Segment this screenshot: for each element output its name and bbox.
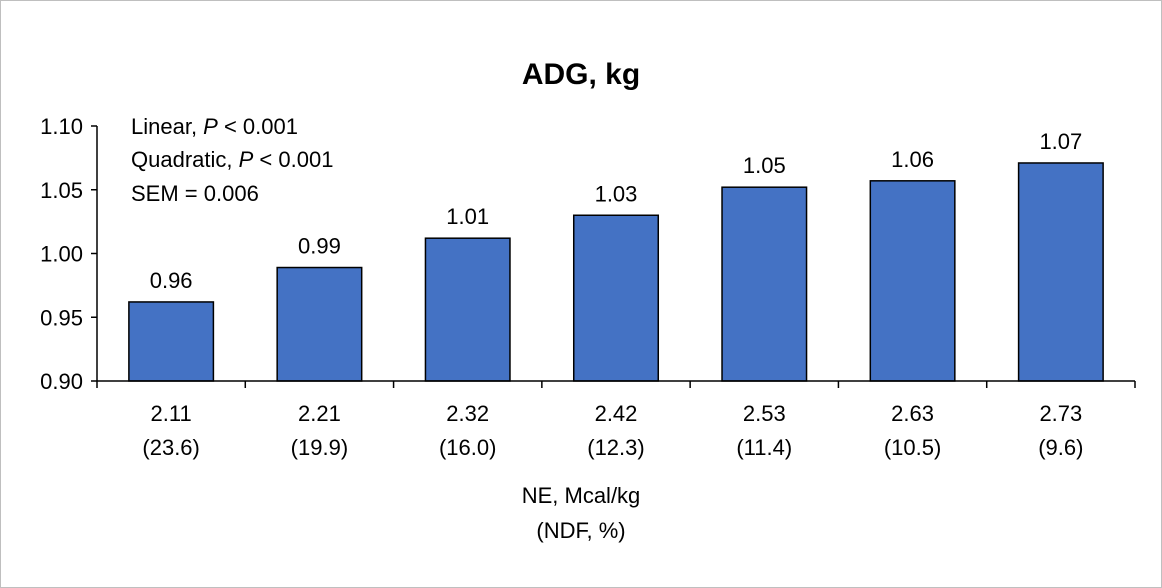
bars: 0.96 0.99 1.01 1.03 1.05 1.06 1.07 — [128, 129, 1104, 382]
x-axis: 2.11 (23.6) 2.21 (19.9) 2.32 (16.0) 2.42 (12.3)… — [96, 380, 1136, 460]
x-tick-label: 2.11 — [151, 401, 192, 426]
x-tick-sublabel: (16.0) — [439, 435, 496, 460]
data-label: 1.06 — [891, 147, 934, 172]
x-tick-sublabel: (11.4) — [736, 435, 792, 460]
x-tick-label: 2.42 — [595, 401, 638, 426]
chart-title: ADG, kg — [522, 58, 640, 91]
bar — [572, 214, 660, 382]
y-axis: 0.90 0.95 1.00 1.05 1.10 — [40, 114, 98, 394]
stats-annotation: Linear, P < 0.001 Quadratic, P < 0.001 S… — [131, 114, 333, 206]
bar — [1017, 162, 1104, 382]
bar — [276, 266, 363, 382]
y-tick-label: 1.00 — [40, 242, 83, 267]
data-label: 0.96 — [150, 268, 193, 293]
data-label: 1.03 — [595, 181, 638, 206]
x-tick-sublabel: (23.6) — [142, 435, 199, 460]
x-tick-label: 2.32 — [446, 401, 489, 426]
data-label: 1.05 — [743, 153, 786, 178]
x-tick-label: 2.53 — [743, 401, 786, 426]
bar — [721, 186, 808, 382]
x-tick-sublabel: (19.9) — [291, 435, 348, 460]
data-label: 0.99 — [298, 234, 341, 259]
linear-annotation: Linear, P < 0.001 — [131, 114, 298, 139]
bar — [869, 180, 956, 382]
x-tick-sublabel: (12.3) — [587, 435, 644, 460]
data-label: 1.01 — [446, 204, 489, 229]
x-tick-label: 2.73 — [1039, 401, 1082, 426]
x-axis-label-line2: (NDF, %) — [536, 518, 625, 543]
data-label: 1.07 — [1039, 129, 1082, 154]
x-tick-sublabel: (9.6) — [1038, 435, 1083, 460]
quadratic-annotation: Quadratic, P < 0.001 — [131, 147, 333, 172]
x-tick-label: 2.21 — [298, 401, 341, 426]
y-tick-label: 0.95 — [40, 305, 83, 330]
x-tick-label: 2.63 — [891, 401, 934, 426]
sem-annotation: SEM = 0.006 — [131, 181, 259, 206]
y-tick-label: 0.90 — [40, 369, 83, 394]
bar — [424, 237, 511, 382]
x-tick-sublabel: (10.5) — [884, 435, 941, 460]
y-tick-label: 1.10 — [40, 114, 83, 139]
x-axis-label-line1: NE, Mcal/kg — [522, 483, 641, 508]
bar — [128, 301, 215, 382]
y-tick-label: 1.05 — [40, 178, 83, 203]
